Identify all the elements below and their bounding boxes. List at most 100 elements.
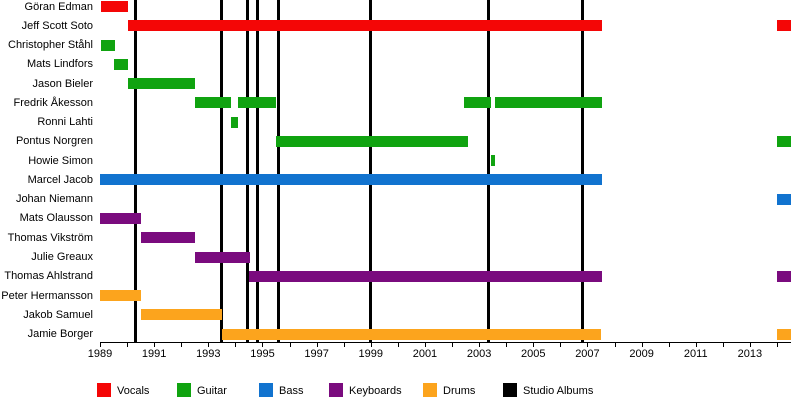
axis-year-label: 1995 [250,348,275,360]
legend-swatch-vocals [97,383,111,397]
axis-year-label: 1991 [141,348,167,360]
tenure-bar-drums [100,290,141,302]
member-name-label: Christopher Ståhl [8,39,93,52]
axis-year-label: 2005 [521,348,546,360]
axis-tick [127,343,129,347]
legend-swatch-albums [503,383,517,397]
member-name-label: Mats Olausson [19,212,93,225]
member-name-label: Johan Niemann [15,193,93,206]
axis-tick [587,343,589,347]
studio-album-line [246,0,250,342]
member-name-label: Pontus Norgren [15,135,93,148]
tenure-bar-bass [100,174,603,186]
tenure-bar-guitar [194,97,232,109]
member-name-label: Marcel Jacob [27,173,93,186]
member-name-label: Howie Simon [28,154,93,167]
studio-album-line [580,0,584,342]
tenure-bar-keyboards [100,212,141,224]
member-name-label: Jason Bieler [32,77,93,90]
axis-tick [154,343,156,347]
member-name-label: Ronni Lahti [37,116,93,129]
legend-swatch-guitar [177,383,191,397]
axis-tick [749,343,751,347]
axis-year-label: 1999 [358,348,384,360]
axis-tick [722,343,724,347]
tenure-bar-guitar [101,39,115,51]
member-name-label: Göran Edman [24,0,93,13]
tenure-bar-guitar [113,58,129,70]
member-name-label: Jamie Borger [27,328,93,341]
axis-tick [343,343,345,347]
axis-tick [100,343,101,347]
tenure-bar-drums [777,328,791,340]
axis-tick [560,343,562,347]
tenure-bar-guitar [491,155,496,167]
axis-year-label: 2009 [629,348,654,360]
axis-tick [533,343,535,347]
member-name-label: Julie Greaux [31,251,93,263]
axis-year-label: 1993 [196,348,221,360]
axis-year-label: 2011 [683,348,708,360]
tenure-bar-keyboards [777,270,791,282]
studio-album-line [487,0,491,342]
axis-tick [452,343,454,347]
legend-label: Bass [279,385,304,397]
legend-label: Guitar [197,385,227,397]
legend-swatch-keyboards [329,383,343,397]
axis-year-label: 2007 [575,348,600,360]
axis-tick [370,343,372,347]
tenure-bar-guitar [495,97,603,109]
studio-album-line [277,0,281,342]
member-name-label: Jeff Scott Soto [21,19,93,32]
tenure-bar-keyboards [140,232,195,244]
member-name-labels: Göran Edman Jeff Scott Soto Christopher St… [0,0,96,342]
tenure-bar-drums [140,309,222,321]
studio-album-line [133,0,137,342]
studio-album-line [255,0,259,342]
tenure-bar-keyboards [194,251,251,263]
x-axis-line [100,342,791,343]
axis-year-label: 1997 [304,348,329,360]
axis-tick [668,343,670,347]
member-name-label: Fredrik Åkesson [13,96,93,109]
tenure-bar-vocals [101,1,129,12]
plot-area [100,0,791,342]
axis-tick [235,343,237,347]
tenure-bar-guitar [464,97,492,109]
tenure-bar-bass [777,193,791,205]
axis-year-label: 2001 [412,348,438,360]
axis-tick [208,343,210,347]
tenure-bar-vocals [777,20,791,32]
member-name-label: Mats Lindfors [26,58,93,71]
axis-tick [506,343,508,347]
axis-tick [316,343,318,347]
member-name-label: Peter Hermansson [1,289,93,302]
axis-tick [695,343,697,347]
legend: Vocals Guitar Bass Keyboards Drums Studio Alb… [0,376,800,400]
legend-label: Keyboards [349,385,402,397]
legend-label: Vocals [117,385,150,397]
axis-tick [424,343,426,347]
axis-tick [289,343,291,347]
tenure-bar-guitar [276,135,469,147]
legend-swatch-bass [259,383,273,397]
tenure-bar-vocals [128,20,603,32]
axis-tick [262,343,264,347]
member-name-label: Thomas Ahlstrand [4,270,93,283]
legend-label: Studio Albums [523,385,594,397]
axis-tick [614,343,616,347]
legend-label: Drums [443,385,476,397]
legend-swatch-drums [423,383,437,397]
axis-tick [777,343,778,347]
member-name-label: Jakob Samuel [23,308,93,321]
studio-album-line [369,0,373,342]
tenure-bar-guitar [238,97,276,109]
tenure-bar-guitar [231,116,239,128]
axis-year-label: 1989 [87,348,113,360]
axis-tick [397,343,399,347]
axis-year-label: 2013 [737,348,763,360]
axis-year-label: 2003 [466,348,492,360]
studio-album-line [220,0,224,342]
axis-tick [479,343,481,347]
